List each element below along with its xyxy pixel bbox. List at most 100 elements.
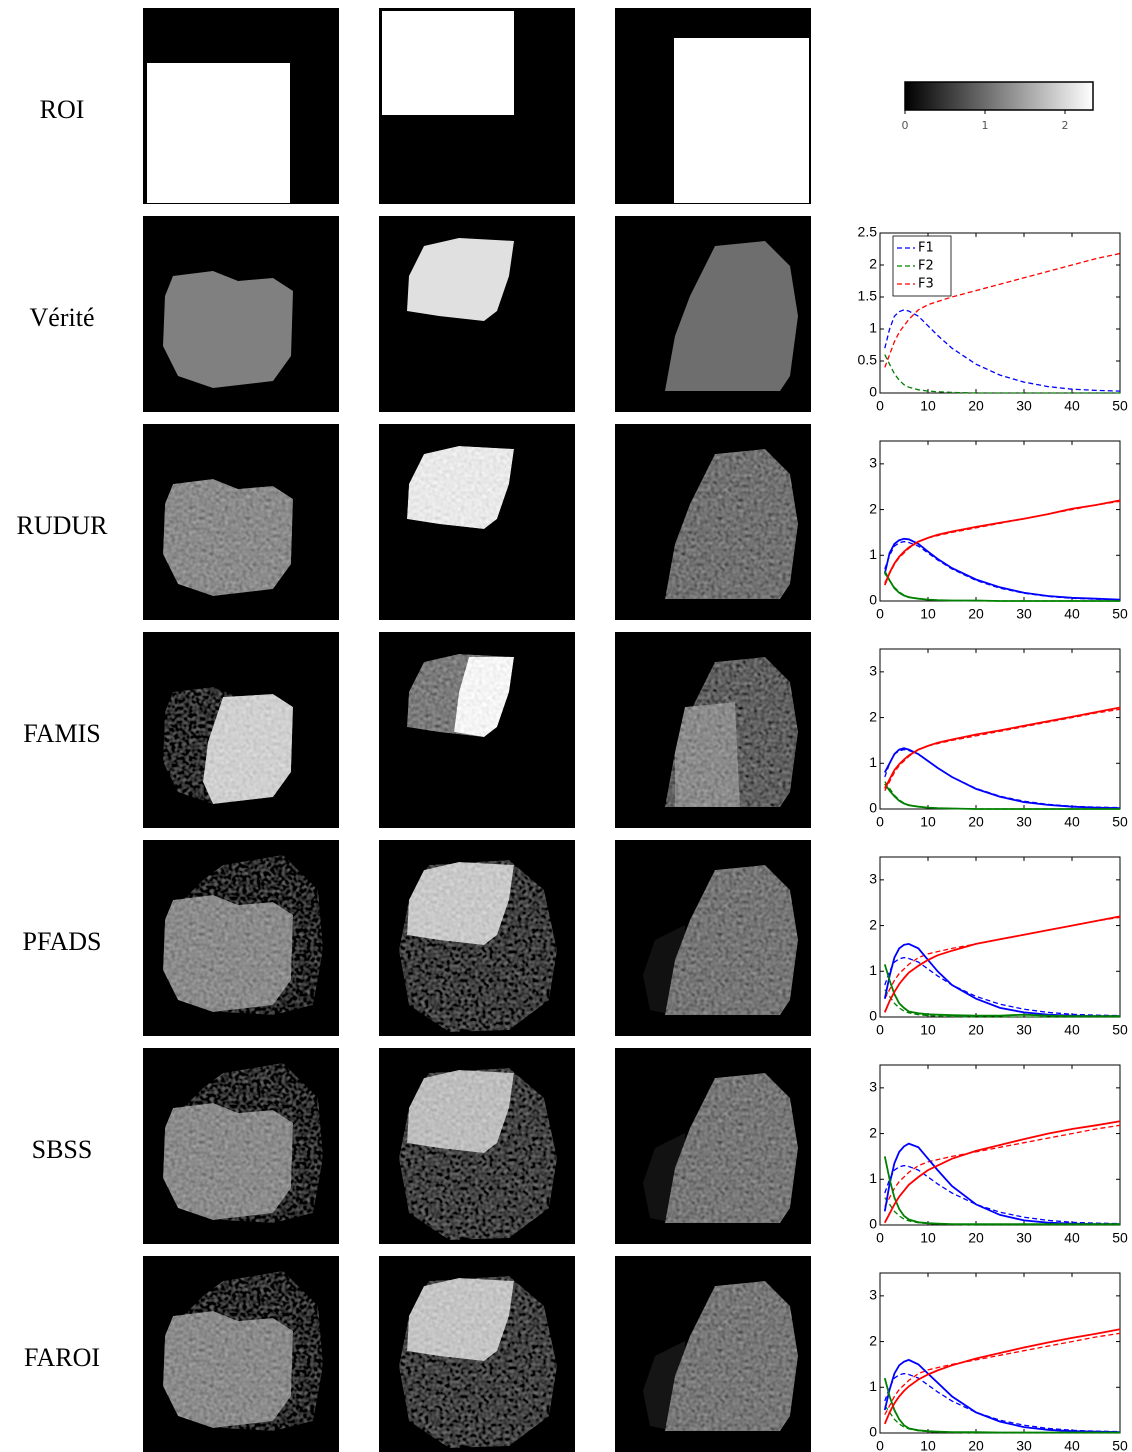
x-tick-label: 20 — [968, 1438, 984, 1452]
image-tile — [615, 840, 811, 1036]
x-tick-label: 50 — [1112, 398, 1128, 414]
image-tile — [615, 632, 811, 828]
colorbar — [904, 81, 1094, 111]
image-tile — [143, 840, 339, 1036]
estimated-curve — [883, 915, 1121, 1013]
image-tile — [143, 424, 339, 620]
y-tick-label: 2 — [869, 916, 877, 932]
x-tick-label: 0 — [876, 398, 884, 414]
estimated-curve — [883, 1142, 1120, 1225]
y-tick-label: 0 — [869, 384, 877, 400]
y-tick-label: 1 — [869, 320, 877, 336]
intensity-region — [675, 702, 740, 807]
y-tick-label: 0.5 — [858, 352, 878, 368]
x-tick-label: 40 — [1064, 1022, 1080, 1038]
image-tile — [615, 216, 811, 412]
roi-region — [674, 38, 809, 203]
x-tick-label: 20 — [968, 1022, 984, 1038]
image-tile — [615, 1256, 811, 1452]
image-tile — [143, 632, 339, 828]
intensity-region — [665, 241, 798, 391]
intensity-region — [407, 1278, 514, 1361]
intensity-region — [665, 865, 798, 1015]
intensity-region — [163, 895, 293, 1012]
x-tick-label: 50 — [1112, 1438, 1128, 1452]
image-tile — [379, 424, 575, 620]
x-tick-label: 20 — [968, 398, 984, 414]
roi-region — [147, 63, 290, 203]
intensity-region — [665, 449, 798, 599]
estimated-curve — [883, 1358, 1121, 1433]
intensity-region — [163, 271, 293, 388]
x-tick-label: 0 — [876, 1438, 884, 1452]
image-tile — [379, 8, 575, 204]
x-tick-label: 40 — [1064, 1438, 1080, 1452]
row-label: Vérité — [30, 303, 95, 332]
x-tick-label: 10 — [920, 1022, 936, 1038]
x-tick-label: 50 — [1112, 814, 1128, 830]
y-tick-label: 2 — [869, 256, 877, 272]
intensity-region — [454, 657, 514, 737]
x-tick-label: 20 — [968, 1230, 984, 1246]
x-tick-label: 30 — [1016, 606, 1032, 622]
row-label: PFADS — [22, 927, 101, 956]
colorbar-tick-label: 1 — [982, 119, 989, 132]
image-tile — [143, 1256, 339, 1452]
roi-region — [382, 11, 514, 115]
x-tick-label: 30 — [1016, 1022, 1032, 1038]
x-tick-label: 0 — [876, 1230, 884, 1246]
estimated-curve — [883, 1328, 1121, 1425]
y-tick-label: 1 — [869, 546, 877, 562]
image-tile — [143, 1048, 339, 1244]
legend-label: F2 — [918, 259, 934, 274]
reference-curve — [884, 1164, 1121, 1225]
x-tick-label: 30 — [1016, 1438, 1032, 1452]
intensity-region — [163, 1311, 293, 1428]
row-label: RUDUR — [16, 511, 108, 540]
reference-curve — [884, 1124, 1121, 1208]
colorbar-tick-label: 0 — [902, 119, 909, 132]
legend-label: F3 — [918, 277, 934, 292]
y-tick-label: 3 — [869, 1079, 877, 1095]
x-tick-label: 0 — [876, 606, 884, 622]
y-tick-label: 2 — [869, 1124, 877, 1140]
estimated-curve — [884, 706, 1121, 789]
colorbar-tick-label: 2 — [1062, 119, 1069, 132]
x-tick-label: 50 — [1112, 606, 1128, 622]
x-tick-label: 10 — [920, 814, 936, 830]
x-tick-label: 50 — [1112, 1230, 1128, 1246]
intensity-region — [407, 446, 514, 529]
x-tick-label: 40 — [1064, 398, 1080, 414]
estimated-curve — [883, 1377, 1120, 1434]
legend-box — [892, 235, 952, 297]
row-label: ROI — [40, 95, 85, 124]
intensity-region — [665, 1073, 798, 1223]
x-tick-label: 30 — [1016, 398, 1032, 414]
intensity-region — [407, 862, 514, 945]
x-tick-label: 20 — [968, 606, 984, 622]
y-tick-label: 2.5 — [858, 224, 878, 240]
intensity-region — [163, 479, 293, 596]
intensity-region — [665, 1281, 798, 1431]
image-tile — [379, 1048, 575, 1244]
reference-curve — [884, 354, 1120, 394]
image-tile — [143, 216, 339, 412]
x-tick-label: 0 — [876, 1022, 884, 1038]
row-label: SBSS — [32, 1135, 93, 1164]
x-tick-label: 10 — [920, 1230, 936, 1246]
y-tick-label: 1 — [869, 962, 877, 978]
x-tick-label: 10 — [920, 1438, 936, 1452]
reference-curve — [884, 309, 1121, 392]
estimated-curve — [883, 1156, 1120, 1225]
x-tick-label: 40 — [1064, 606, 1080, 622]
image-tile — [615, 424, 811, 620]
y-tick-label: 0 — [869, 800, 877, 816]
y-tick-label: 0 — [869, 1008, 877, 1024]
y-tick-label: 2 — [869, 1332, 877, 1348]
x-tick-label: 30 — [1016, 1230, 1032, 1246]
estimated-curve — [884, 570, 1120, 602]
y-tick-label: 1 — [869, 754, 877, 770]
intensity-region — [203, 694, 293, 804]
plot-area — [879, 856, 1121, 1018]
